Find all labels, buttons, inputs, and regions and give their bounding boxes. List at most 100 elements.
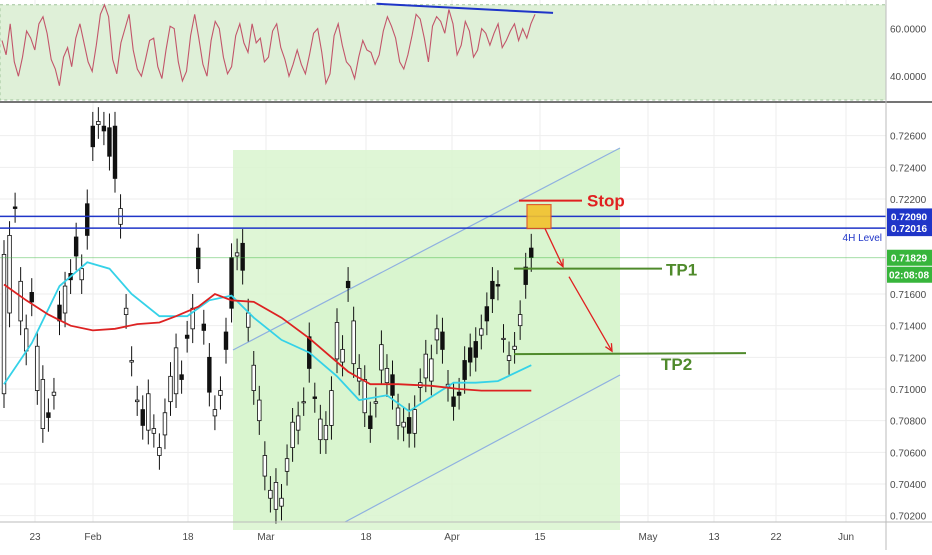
price-levels bbox=[0, 215, 886, 259]
candle-body bbox=[479, 328, 484, 336]
candle-body bbox=[451, 396, 456, 407]
price-tick-label: 0.70800 bbox=[890, 417, 927, 428]
candle-body bbox=[273, 482, 279, 510]
countdown-value: 02:08:08 bbox=[889, 271, 929, 282]
candle-body bbox=[429, 358, 434, 382]
price-tick-label: 0.72200 bbox=[890, 195, 927, 206]
time-tick-label: 23 bbox=[29, 532, 41, 543]
candle-body bbox=[62, 285, 68, 314]
candle-body bbox=[196, 247, 201, 270]
trade-annotations: Stop TP1 TP2 bbox=[513, 192, 747, 374]
candle-body bbox=[523, 266, 528, 285]
candle-body bbox=[484, 306, 490, 322]
candle-body bbox=[46, 412, 51, 418]
time-tick-label: 13 bbox=[708, 532, 720, 543]
candle-body bbox=[1, 254, 7, 395]
candle-body bbox=[423, 353, 428, 379]
candle-body bbox=[123, 307, 129, 315]
candle-body bbox=[184, 334, 190, 339]
divergence-line bbox=[376, 2, 554, 14]
candle-body bbox=[212, 409, 218, 417]
candle-body bbox=[362, 379, 367, 414]
candle-body bbox=[223, 331, 229, 350]
candle-body bbox=[179, 374, 184, 380]
price-tick-label: 0.72400 bbox=[890, 163, 927, 174]
candle-body bbox=[290, 421, 295, 448]
candle-body bbox=[168, 375, 173, 403]
price-tick-label: 0.72600 bbox=[890, 132, 927, 143]
candle-body bbox=[517, 314, 523, 327]
candle-body bbox=[40, 379, 46, 429]
time-tick-label: Apr bbox=[444, 532, 460, 543]
candle-body bbox=[295, 415, 301, 431]
candle-body bbox=[245, 312, 251, 328]
candle-body bbox=[240, 242, 245, 271]
candle-body bbox=[467, 347, 473, 363]
candle-body bbox=[107, 127, 112, 157]
candle-body bbox=[473, 341, 478, 358]
channel-upper bbox=[232, 147, 621, 351]
candle-body bbox=[334, 322, 340, 360]
price-tick-label: 0.71400 bbox=[890, 322, 927, 333]
candle-body bbox=[18, 280, 23, 322]
channel-lower bbox=[344, 374, 621, 523]
candle-body bbox=[384, 368, 390, 384]
rsi-tick-label: 40.0000 bbox=[890, 72, 927, 83]
tp1-label: TP1 bbox=[666, 261, 697, 280]
candle-body bbox=[406, 417, 412, 434]
candle-body bbox=[312, 396, 317, 399]
time-tick-label: May bbox=[639, 532, 658, 543]
time-tick-label: 15 bbox=[534, 532, 546, 543]
tp2-label: TP2 bbox=[661, 355, 692, 374]
rsi-band bbox=[0, 4, 887, 101]
candle-body bbox=[506, 355, 512, 361]
candle-body bbox=[101, 125, 107, 132]
candle-body bbox=[201, 323, 206, 331]
level-value: 0.71829 bbox=[891, 254, 928, 265]
candle-body bbox=[301, 401, 306, 404]
candle-body bbox=[140, 409, 145, 426]
moving-averages bbox=[3, 261, 532, 413]
candle-body bbox=[35, 345, 40, 391]
candle-body bbox=[157, 447, 162, 456]
ma-fast-line bbox=[3, 261, 532, 413]
entry-box bbox=[526, 203, 552, 230]
candle-body bbox=[85, 203, 90, 236]
time-tick-label: Feb bbox=[84, 532, 102, 543]
candle-body bbox=[51, 391, 57, 396]
candle-body bbox=[129, 360, 134, 363]
candle-body bbox=[262, 455, 268, 477]
level-badge bbox=[887, 220, 932, 237]
candle-body bbox=[234, 252, 240, 257]
candle-body bbox=[96, 121, 101, 125]
candle-body bbox=[7, 235, 12, 314]
candle-body bbox=[79, 268, 84, 281]
candle-body bbox=[501, 337, 506, 340]
candle-body bbox=[490, 280, 495, 300]
arrow-head bbox=[605, 343, 613, 353]
rsi-tick-label: 60.0000 bbox=[890, 25, 927, 36]
tp2-line bbox=[513, 352, 747, 356]
candle-body bbox=[207, 356, 212, 393]
rsi-panel bbox=[1, 2, 554, 86]
time-tick-label: Mar bbox=[257, 532, 275, 543]
rsi-line bbox=[1, 3, 536, 86]
level-note: 4H Level bbox=[843, 233, 882, 244]
candle-body bbox=[268, 489, 273, 499]
candle-body bbox=[323, 425, 329, 441]
time-axis[interactable]: 23 Feb 18 Mar 18 Apr 15 May 13 22 Jun bbox=[0, 521, 932, 543]
candle-body bbox=[351, 320, 356, 365]
candle-body bbox=[356, 368, 362, 382]
ma-slow-line bbox=[3, 283, 532, 392]
stop-label: Stop bbox=[587, 192, 625, 211]
candle-body bbox=[162, 412, 168, 436]
price-tick-label: 0.71000 bbox=[890, 385, 927, 396]
candle-body bbox=[284, 458, 290, 472]
price-tick-label: 0.70600 bbox=[890, 448, 927, 459]
candle-body bbox=[146, 393, 151, 431]
candle-body bbox=[112, 125, 118, 179]
candle-body bbox=[401, 421, 406, 428]
candle-body bbox=[279, 497, 284, 507]
